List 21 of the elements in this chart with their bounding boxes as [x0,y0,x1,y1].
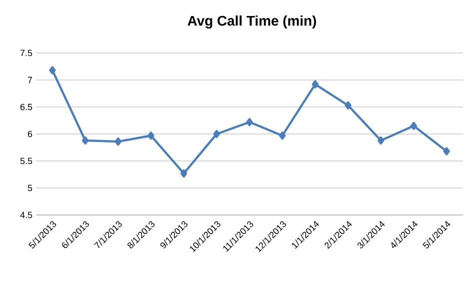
point [410,122,418,130]
y-tick-label: 5 [28,184,32,192]
point [312,80,319,88]
point [246,118,253,126]
y-tick-label: 7.5 [20,50,32,56]
point [49,66,56,74]
y-tick-label: 7 [28,76,32,84]
y-tick-label: 5.5 [20,158,32,164]
y-tick-label: 6.5 [20,104,32,110]
point [443,147,450,156]
point [114,137,122,146]
point [82,136,89,145]
point [213,130,220,138]
point [378,136,384,145]
point [344,101,352,110]
chart-title: Avg Call Time (min) [188,15,316,29]
point [279,132,286,140]
y-tick-label: 6 [28,130,32,138]
point [180,169,188,178]
point [148,132,154,140]
y-tick-label: 4.5 [20,212,32,218]
